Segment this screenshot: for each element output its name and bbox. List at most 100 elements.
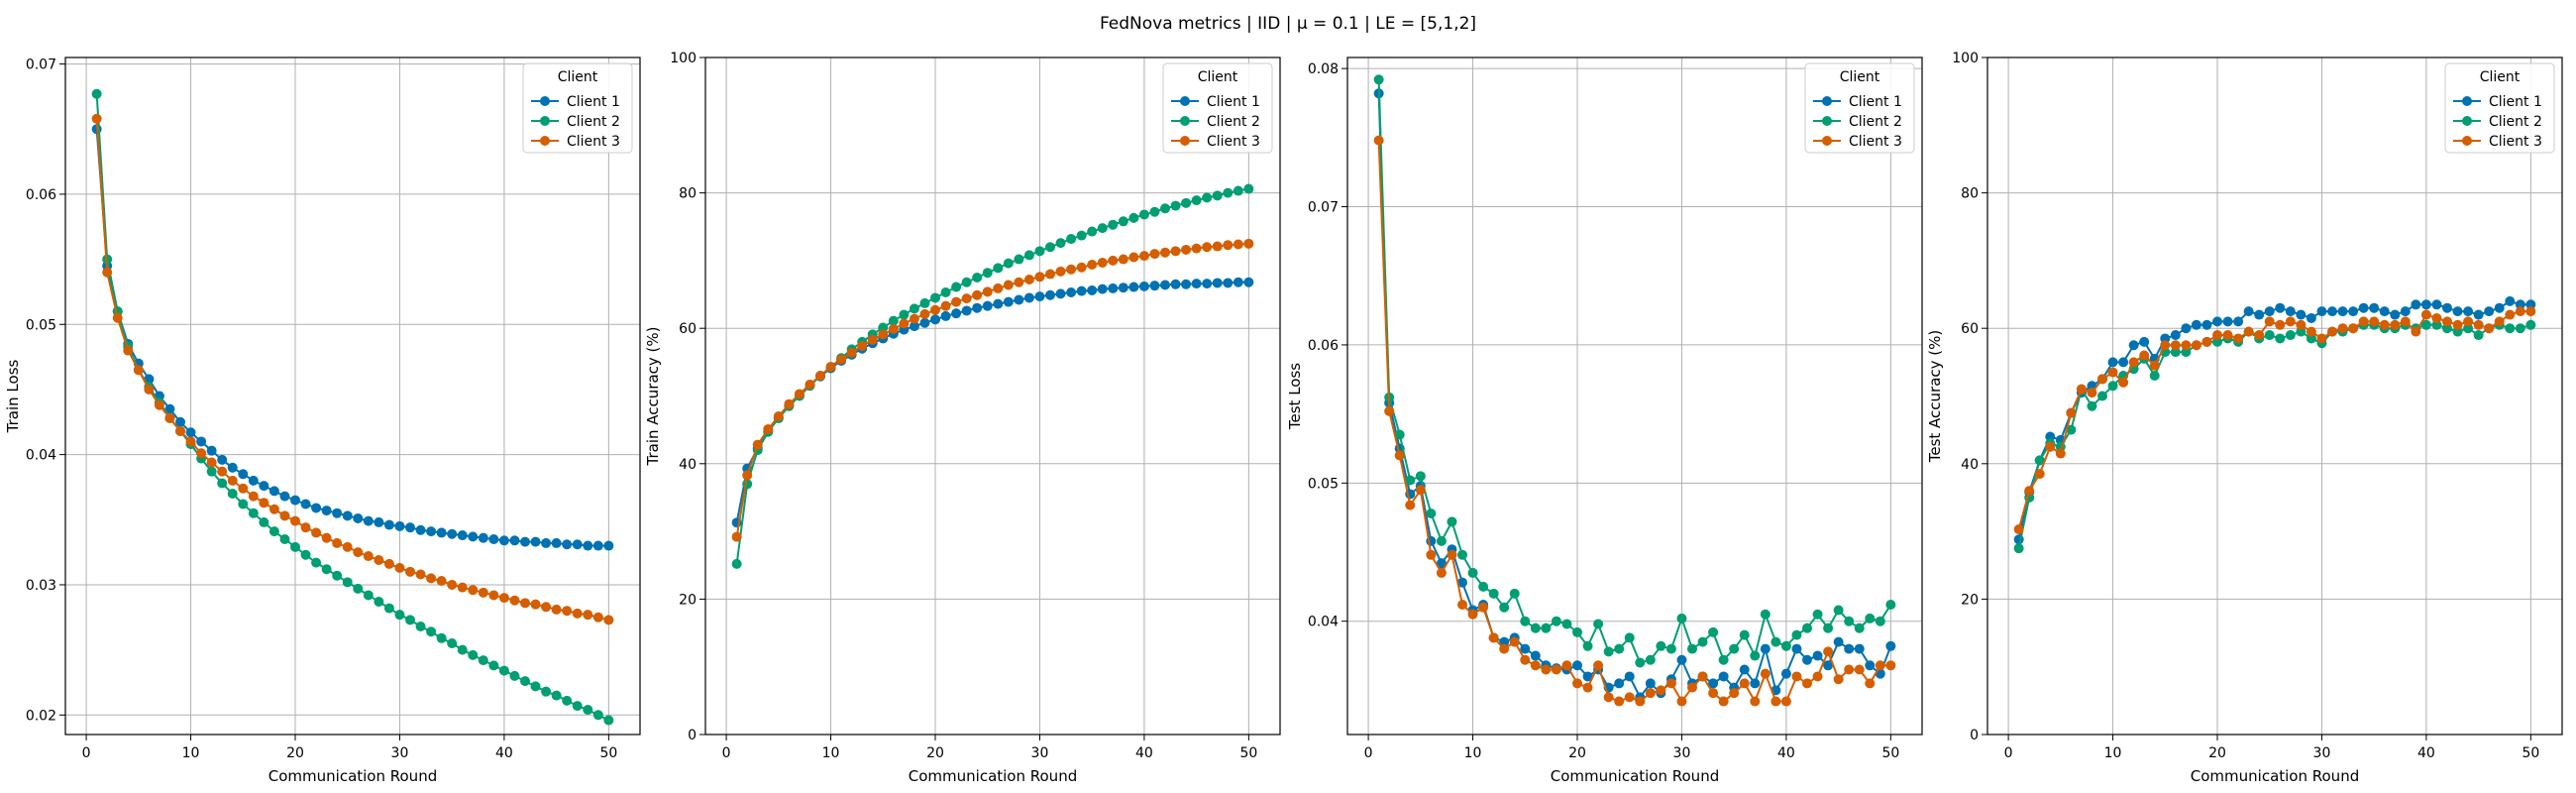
data-point <box>1687 682 1697 693</box>
data-point <box>1467 609 1478 620</box>
data-point <box>2243 306 2254 317</box>
data-point <box>436 632 447 643</box>
data-point <box>238 483 249 494</box>
data-point <box>1243 183 1254 194</box>
y-tick-label: 0 <box>1970 728 1979 743</box>
data-point <box>805 380 815 391</box>
data-point <box>1023 250 1034 261</box>
data-point <box>1108 255 1119 266</box>
data-point <box>164 403 175 414</box>
data-point <box>394 610 405 621</box>
data-point <box>1097 257 1108 268</box>
data-point <box>2452 326 2463 337</box>
data-point <box>394 520 405 531</box>
series-line <box>2017 299 2531 540</box>
data-point <box>91 88 102 99</box>
data-point <box>1034 291 1045 302</box>
data-point <box>1582 640 1593 651</box>
data-point <box>2484 323 2495 334</box>
legend-swatch-marker <box>1822 116 1832 126</box>
data-point <box>1656 685 1666 696</box>
data-point <box>961 293 972 304</box>
data-point <box>1520 616 1531 626</box>
x-axis-label: Communication Round <box>2191 767 2359 785</box>
data-point <box>238 469 249 480</box>
data-point <box>415 621 426 631</box>
data-point <box>1478 599 1489 610</box>
data-point <box>961 277 972 287</box>
data-point <box>982 268 993 279</box>
legend: Client Client 1 Client 2 Client 3 <box>1162 62 1273 154</box>
y-tick-label: 0.08 <box>1308 61 1339 77</box>
data-point <box>742 479 753 490</box>
data-point <box>2390 323 2401 334</box>
data-point <box>1791 671 1802 682</box>
data-point <box>2045 431 2056 442</box>
data-point <box>1436 558 1447 569</box>
data-point <box>752 443 763 454</box>
data-point <box>2254 333 2265 344</box>
data-point <box>919 297 930 308</box>
data-point <box>940 310 951 321</box>
data-point <box>1138 251 1149 262</box>
data-point <box>2066 424 2077 435</box>
y-tick-label: 40 <box>1961 457 1979 473</box>
data-point <box>1394 450 1405 461</box>
data-point <box>961 305 972 316</box>
legend-title: Client <box>558 69 598 85</box>
data-point <box>1045 269 1055 280</box>
data-point <box>1614 643 1625 654</box>
data-point <box>794 389 805 399</box>
data-point <box>2149 371 2160 382</box>
data-point <box>1447 544 1457 555</box>
data-point <box>1844 643 1855 654</box>
data-point <box>2306 312 2316 323</box>
data-point <box>353 512 364 523</box>
data-point <box>1760 609 1771 620</box>
y-tick-label: 60 <box>1961 321 1979 337</box>
series-line <box>1377 79 1892 664</box>
data-point <box>784 398 795 409</box>
data-point <box>2379 323 2390 334</box>
data-point <box>2442 323 2452 334</box>
data-point <box>112 306 123 317</box>
data-point <box>1181 244 1192 255</box>
data-point <box>2327 326 2337 337</box>
data-point <box>498 535 509 546</box>
data-point <box>993 263 1004 274</box>
data-point <box>794 390 805 400</box>
data-point <box>2275 319 2286 330</box>
data-point <box>2076 384 2087 395</box>
data-point <box>144 384 155 395</box>
x-tick-label: 30 <box>1673 745 1691 761</box>
data-point <box>2505 323 2516 334</box>
data-point <box>1066 287 1077 298</box>
x-tick-label: 30 <box>1031 745 1049 761</box>
data-point <box>1373 135 1384 146</box>
x-tick-label: 30 <box>2313 745 2331 761</box>
data-point <box>363 515 374 526</box>
data-point <box>102 254 113 265</box>
data-point <box>1833 605 1844 616</box>
data-point <box>2327 306 2337 317</box>
data-point <box>603 615 614 625</box>
data-point <box>1076 285 1087 296</box>
data-point <box>1394 429 1405 440</box>
data-point <box>2473 319 2484 330</box>
data-point <box>279 491 290 502</box>
data-point <box>300 549 311 560</box>
data-point <box>731 531 742 542</box>
data-point <box>1488 588 1499 599</box>
data-point <box>2254 309 2265 320</box>
legend-title: Client <box>1840 69 1880 85</box>
data-point <box>2431 299 2442 310</box>
data-point <box>2452 319 2463 330</box>
data-point <box>248 475 259 486</box>
data-point <box>2107 357 2118 368</box>
legend-title: Client <box>1198 69 1238 85</box>
data-point <box>2034 455 2045 466</box>
data-point <box>2275 333 2286 344</box>
data-point <box>2275 302 2286 313</box>
legend-entry-label: Client 2 <box>2489 114 2542 130</box>
data-point <box>1212 241 1223 252</box>
